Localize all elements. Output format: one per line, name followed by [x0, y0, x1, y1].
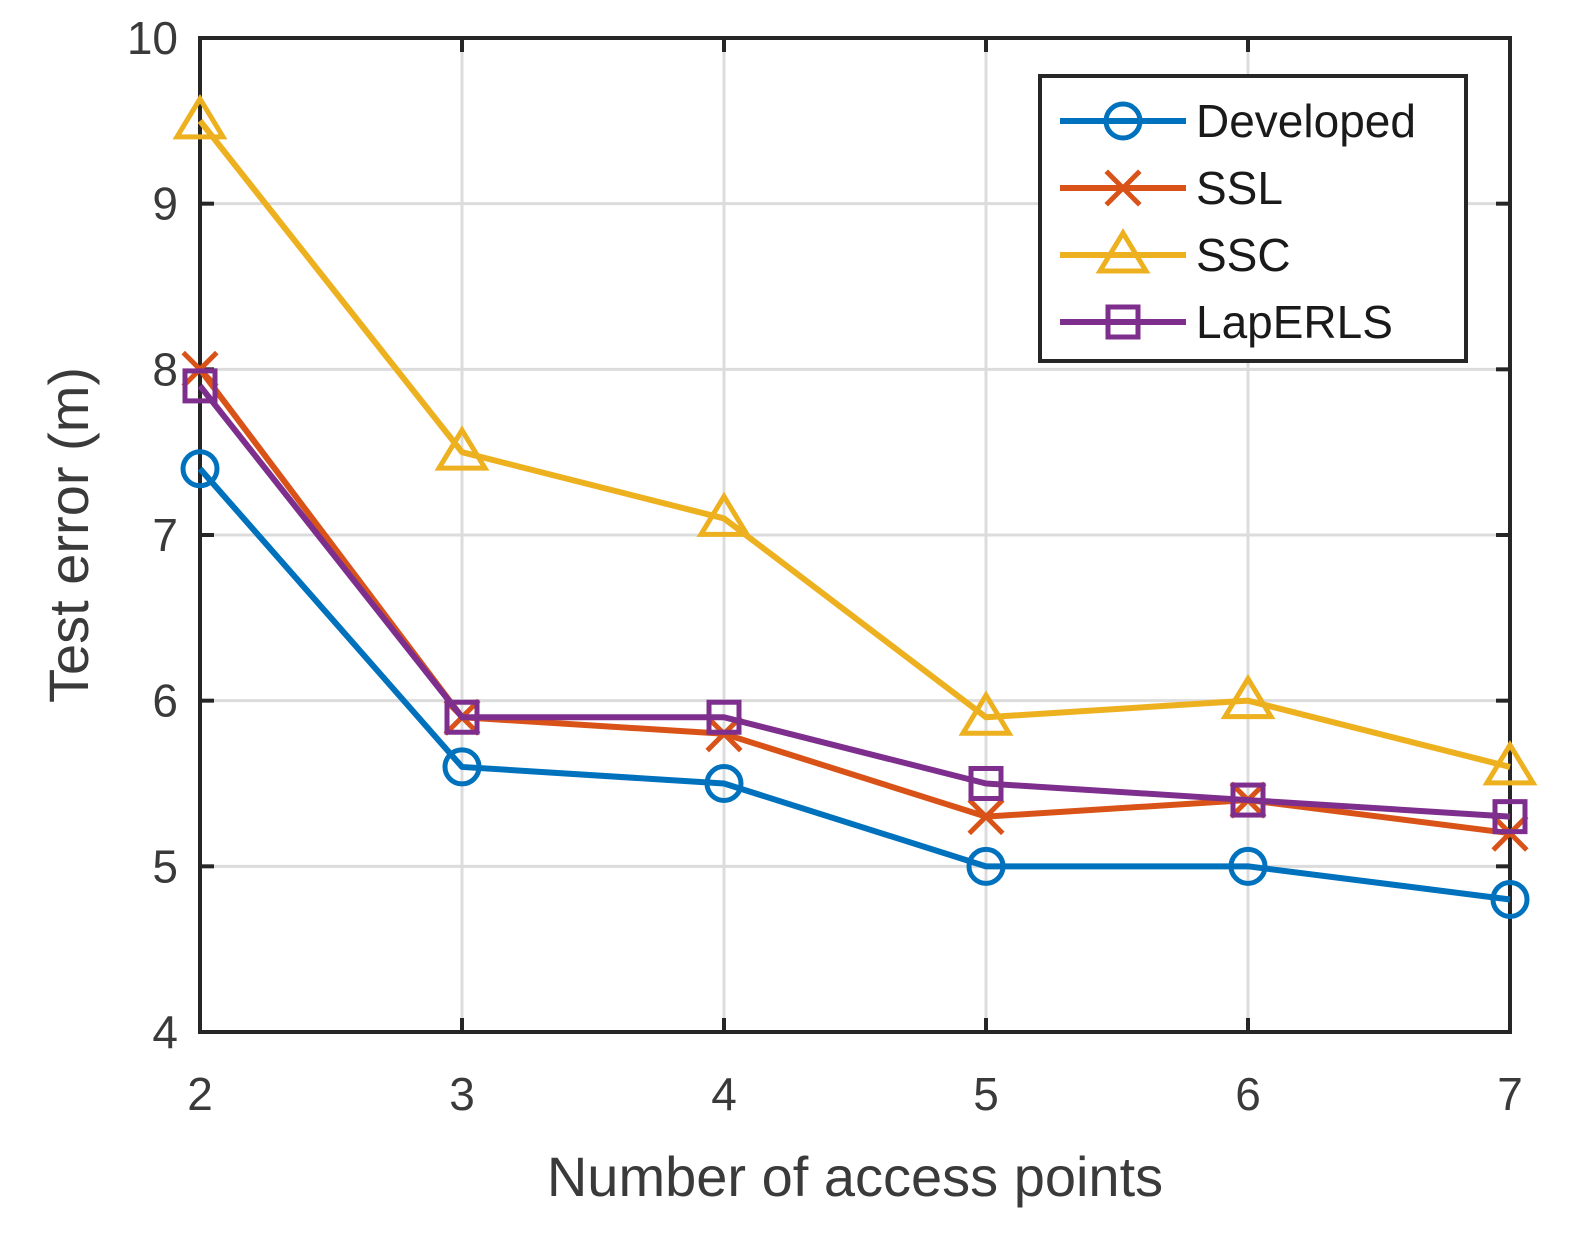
data-point-laperls — [968, 766, 1004, 801]
legend-marker-ssc — [1095, 228, 1151, 274]
data-point-ssl — [967, 798, 1005, 836]
data-point-developed — [704, 764, 744, 803]
series-laperls — [182, 368, 1528, 835]
x-tick-label: 6 — [1235, 1068, 1261, 1120]
y-axis-title: Test error (m) — [37, 367, 100, 703]
data-point-ssc — [1482, 740, 1538, 786]
x-tick-label: 4 — [711, 1068, 737, 1120]
series-line-developed — [197, 466, 1511, 903]
data-point-developed — [180, 449, 220, 489]
data-point-laperls — [1230, 782, 1266, 818]
x-tick-label: 7 — [1497, 1068, 1523, 1120]
data-point-ssc — [1220, 673, 1276, 720]
data-point-developed — [966, 846, 1006, 886]
data-point-laperls — [706, 699, 742, 735]
y-tick-label: 7 — [152, 509, 178, 561]
legend-item-ssl: SSL — [1060, 162, 1283, 214]
data-point-developed — [1228, 846, 1268, 886]
legend-marker-laperls — [1105, 304, 1141, 340]
data-point-developed — [442, 747, 482, 787]
data-point-laperls — [1492, 799, 1528, 835]
legend-items: Developed SSL SSC LapERLS — [1060, 95, 1416, 348]
legend-label: Developed — [1196, 95, 1416, 147]
plot-frame — [198, 36, 1512, 1034]
legend-item-laperls: LapERLS — [1060, 296, 1393, 348]
y-tick-label: 9 — [152, 178, 178, 230]
data-point-developed — [1490, 879, 1530, 919]
legend-marker-ssl — [1104, 169, 1142, 207]
series-line-ssc — [197, 118, 1511, 770]
legend-item-developed: Developed — [1060, 95, 1416, 147]
data-point-ssc — [172, 94, 228, 140]
x-axis-title: Number of access points — [547, 1145, 1163, 1208]
y-tick-label: 6 — [152, 675, 178, 727]
data-point-laperls — [182, 368, 218, 404]
legend-marker-developed — [1103, 101, 1143, 141]
legend-label: SSL — [1196, 162, 1283, 214]
x-tick-label: 3 — [449, 1068, 475, 1120]
series-layer — [172, 94, 1538, 919]
legend-label: LapERLS — [1196, 296, 1393, 348]
series-line-laperls — [197, 384, 1511, 820]
y-tick-label: 4 — [152, 1006, 178, 1058]
legend: Developed SSL SSC LapERLS — [1038, 74, 1468, 363]
y-tick-label: 8 — [152, 343, 178, 395]
x-tick-label: 5 — [973, 1068, 999, 1120]
x-tick-label: 2 — [187, 1068, 213, 1120]
data-point-ssc — [434, 425, 490, 471]
y-tick-label: 10 — [127, 12, 178, 64]
data-point-ssc — [958, 690, 1014, 736]
data-point-laperls — [444, 699, 480, 735]
series-developed — [180, 449, 1530, 919]
legend-item-ssc: SSC — [1060, 228, 1291, 281]
y-tick-label: 5 — [152, 840, 178, 892]
data-point-ssc — [696, 491, 752, 537]
tick-labels: 2 3 4 5 6 7 4 5 6 7 8 9 10 — [127, 12, 1523, 1120]
legend-label: SSC — [1196, 229, 1291, 281]
series-ssc — [172, 94, 1538, 786]
